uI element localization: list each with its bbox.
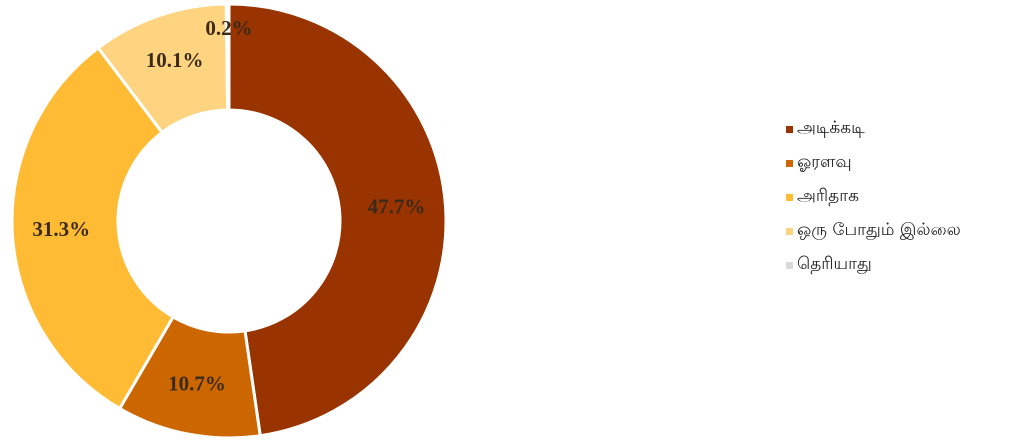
donut-slice-3 (10, 45, 176, 411)
slice-label-4: 10.1% (146, 48, 204, 72)
legend-label: தெரியாது (797, 254, 872, 274)
legend-item-1: அடிக்கடி (786, 112, 1026, 146)
legend-swatch (786, 193, 793, 201)
legend: அடிக்கடி ஓரளவு அரிதாக ஒரு போதும் இல்லை தெரிய… (786, 112, 1026, 282)
legend-swatch (786, 125, 793, 133)
legend-item-5: தெரியாது (786, 248, 1026, 282)
legend-label: அரிதாக (797, 186, 859, 206)
legend-label: ஓரளவு (797, 152, 852, 172)
slice-label-5: 0.2% (205, 16, 252, 40)
slice-label-3: 31.3% (32, 217, 90, 241)
slice-label-1: 47.7% (368, 195, 426, 219)
legend-label: அடிக்கடி (797, 118, 865, 138)
slice-labels: 47.7% 10.7% 31.3% 10.1%0.2% (32, 16, 425, 396)
legend-swatch (786, 261, 793, 269)
legend-item-3: அரிதாக (786, 180, 1026, 214)
legend-swatch (786, 159, 793, 167)
legend-label: ஒரு போதும் இல்லை (797, 220, 961, 240)
legend-item-4: ஒரு போதும் இல்லை (786, 214, 1026, 248)
legend-swatch (786, 227, 793, 235)
donut-slice-1 (227, 2, 448, 438)
legend-item-2: ஓரளவு (786, 146, 1026, 180)
donut-slice-5 (224, 2, 231, 112)
slice-label-2: 10.7% (168, 372, 226, 396)
donut-slices (10, 2, 448, 440)
